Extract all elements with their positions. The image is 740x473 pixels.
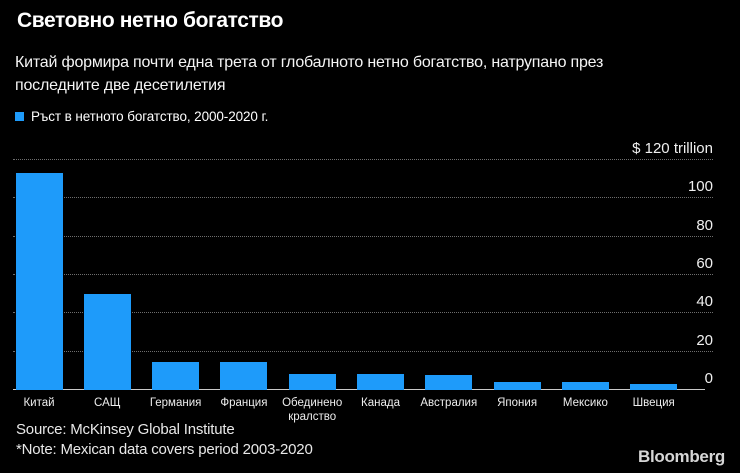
x-tick-label: Франция [220, 397, 268, 409]
note-text: *Note: Mexican data covers period 2003-2… [16, 441, 313, 458]
bloomberg-logo: Bloomberg [637, 447, 725, 466]
legend-swatch-icon [15, 112, 24, 121]
bar-10 [630, 383, 678, 390]
gridline [13, 350, 713, 352]
source-text: Source: McKinsey Global Institute [16, 421, 235, 438]
x-tick-label: Китай [23, 397, 55, 409]
x-tick-label: Япония [497, 397, 538, 409]
source-block: Source: McKinsey Global Institute *Note:… [16, 420, 313, 460]
gridline [13, 159, 713, 160]
x-tick-label: Германия [149, 397, 202, 409]
x-tick-label: Мексико [562, 397, 608, 409]
bar-5 [288, 374, 336, 390]
x-tick-label: Обединено кралство [282, 397, 343, 423]
chart-subtitle-line2: последните две десетилетия [15, 77, 226, 94]
x-tick-label: Швеция [632, 397, 675, 409]
chart-title: Световно нетно богатство [17, 9, 284, 32]
y-tick-label: 60 [696, 255, 713, 272]
y-tick-label: 20 [696, 331, 713, 349]
bar-8 [493, 382, 541, 390]
gridline [13, 235, 713, 237]
y-tick-label: 40 [696, 293, 713, 311]
bar-6 [357, 374, 404, 390]
gridline [13, 274, 713, 275]
x-tick-label: САЩ [94, 397, 121, 409]
gridline [13, 197, 713, 199]
y-tick-label: 100 [687, 178, 713, 196]
bar-3 [152, 362, 200, 390]
legend-label: Ръст в нетното богатство, 2000-2020 г. [31, 109, 269, 124]
plot-area: $ 120 trillion 100 80 60 40 20 0 Китай САЩ Герман… [13, 140, 713, 423]
bar-7 [425, 375, 473, 390]
y-tick-label: $ 120 trillion [632, 140, 713, 157]
bar-2 [83, 294, 131, 390]
x-tick-label: Канада [361, 397, 400, 409]
y-tick-label: 80 [696, 216, 713, 234]
x-tick-label: Австралия [420, 397, 478, 409]
y-tick-label: 0 [704, 370, 713, 387]
bar-4 [220, 361, 268, 390]
chart-subtitle-line1: Китай формира почти една трета от глобал… [15, 54, 604, 71]
bar-9 [561, 381, 609, 390]
chart-subtitle: Китай формира почти една трета от глобал… [15, 51, 603, 97]
bar-1 [15, 173, 63, 390]
gridline [13, 312, 713, 314]
legend: Ръст в нетното богатство, 2000-2020 г. [15, 109, 268, 124]
